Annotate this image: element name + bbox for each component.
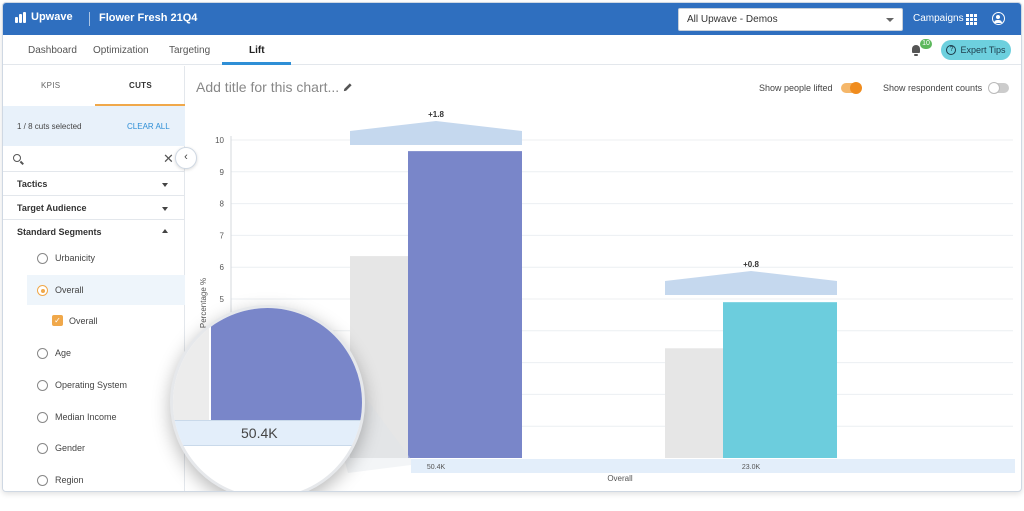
option-label: Urbanicity bbox=[55, 253, 96, 263]
clear-all-button[interactable]: CLEAR ALL bbox=[127, 122, 170, 131]
radio-button[interactable] bbox=[37, 380, 48, 391]
expert-tips-label: Expert Tips bbox=[960, 45, 1006, 55]
x-axis-label: Overall bbox=[607, 474, 633, 483]
y-tick-label: 8 bbox=[220, 200, 225, 209]
y-tick-label: 7 bbox=[220, 231, 225, 240]
respondent-counts-toggle[interactable] bbox=[988, 82, 1009, 94]
segment-option-operating-system[interactable]: Operating System bbox=[27, 370, 185, 400]
collapse-sidebar-button[interactable]: ‹ bbox=[175, 147, 197, 169]
radio-button[interactable] bbox=[37, 475, 48, 486]
top-bar: Upwave Flower Fresh 21Q4 All Upwave - De… bbox=[3, 3, 1021, 35]
y-axis-label: Percentage % bbox=[199, 278, 208, 328]
chart-title-input[interactable]: Add title for this chart... bbox=[196, 79, 340, 95]
tab-lift[interactable]: Lift bbox=[249, 45, 265, 56]
sidebar-tabs: KPIS CUTS bbox=[3, 66, 185, 106]
y-tick-label: 6 bbox=[220, 263, 225, 272]
chevron-down-icon bbox=[162, 207, 168, 211]
brand-name: Upwave bbox=[31, 11, 73, 23]
checkbox-checked[interactable]: ✓ bbox=[52, 315, 63, 326]
option-label: Overall bbox=[55, 285, 84, 295]
exposed-bar bbox=[408, 151, 522, 458]
count-label: 50.4K bbox=[427, 464, 446, 471]
search-icon bbox=[13, 154, 21, 162]
cuts-count: 1 / 8 cuts selected bbox=[17, 122, 82, 131]
segment-option-urbanicity[interactable]: Urbanicity bbox=[27, 243, 185, 273]
exposed-bar bbox=[723, 302, 837, 458]
chevron-down-icon bbox=[162, 183, 168, 187]
lift-bar-chart: 12345678910 +1.850.4K+0.823.0K Percentag… bbox=[199, 110, 1015, 483]
user-icon[interactable] bbox=[992, 12, 1005, 25]
lift-indicator bbox=[665, 271, 837, 295]
cuts-search-input[interactable]: ✕ bbox=[3, 146, 185, 172]
radio-button-selected[interactable] bbox=[37, 285, 48, 296]
people-lifted-label: Show people lifted bbox=[759, 83, 833, 93]
magnified-count-strip bbox=[173, 420, 362, 446]
magnified-count-label: 50.4K bbox=[241, 425, 278, 441]
count-strip bbox=[411, 459, 1015, 473]
segment-option-region[interactable]: Region bbox=[27, 465, 185, 491]
campaign-title: Flower Fresh 21Q4 bbox=[99, 12, 198, 24]
campaigns-link[interactable]: Campaigns bbox=[913, 13, 964, 24]
pencil-icon[interactable] bbox=[342, 82, 353, 93]
section-standard-segments[interactable]: Standard Segments bbox=[3, 220, 185, 244]
control-bar bbox=[665, 348, 723, 458]
radio-button[interactable] bbox=[37, 253, 48, 264]
radio-button[interactable] bbox=[37, 443, 48, 454]
magnifier-callout: 50.4K bbox=[170, 305, 365, 491]
option-label: Median Income bbox=[55, 412, 117, 422]
expert-tips-button[interactable]: ? Expert Tips bbox=[941, 40, 1011, 60]
app-window: Upwave Flower Fresh 21Q4 All Upwave - De… bbox=[2, 2, 1022, 492]
header-divider bbox=[89, 12, 90, 26]
brand-logo[interactable]: Upwave bbox=[15, 11, 73, 23]
people-lifted-toggle[interactable] bbox=[841, 82, 862, 94]
segment-option-gender[interactable]: Gender bbox=[27, 433, 185, 463]
tab-optimization[interactable]: Optimization bbox=[93, 45, 149, 56]
magnified-exposed-bar bbox=[211, 308, 362, 420]
segment-option-median-income[interactable]: Median Income bbox=[27, 402, 185, 432]
radio-button[interactable] bbox=[37, 412, 48, 423]
section-tactics[interactable]: Tactics bbox=[3, 172, 185, 196]
radio-button[interactable] bbox=[37, 348, 48, 359]
tab-cuts[interactable]: CUTS bbox=[129, 81, 152, 90]
grid-icon[interactable] bbox=[966, 14, 977, 25]
segment-option-overall[interactable]: Overall bbox=[27, 275, 185, 305]
lift-indicator bbox=[350, 121, 522, 145]
cuts-summary: 1 / 8 cuts selected CLEAR ALL bbox=[3, 106, 185, 146]
upwave-logo-icon bbox=[15, 11, 26, 23]
tab-dashboard[interactable]: Dashboard bbox=[28, 45, 77, 56]
option-label: Region bbox=[55, 475, 84, 485]
lift-label: +1.8 bbox=[428, 110, 444, 119]
section-label: Tactics bbox=[17, 179, 48, 189]
tab-kpis[interactable]: KPIS bbox=[41, 81, 61, 90]
segment-option-age[interactable]: Age bbox=[27, 338, 185, 368]
account-select[interactable]: All Upwave - Demos bbox=[678, 8, 903, 31]
respondent-counts-label: Show respondent counts bbox=[883, 83, 983, 93]
magnifier-connector bbox=[303, 313, 411, 473]
chevron-down-icon bbox=[886, 18, 894, 22]
question-icon: ? bbox=[946, 45, 957, 55]
count-label: 23.0K bbox=[742, 464, 761, 471]
section-target-audience[interactable]: Target Audience bbox=[3, 196, 185, 220]
tab-targeting[interactable]: Targeting bbox=[169, 45, 211, 56]
lift-label: +0.8 bbox=[743, 260, 759, 269]
notification-badge: 10 bbox=[920, 39, 932, 49]
y-tick-label: 5 bbox=[220, 295, 225, 304]
option-label: Age bbox=[55, 348, 72, 358]
y-tick-label: 10 bbox=[215, 136, 224, 145]
active-tab-indicator bbox=[222, 62, 291, 65]
option-label: Operating System bbox=[55, 380, 128, 390]
section-label: Standard Segments bbox=[17, 227, 102, 237]
cuts-sidebar: KPIS CUTS 1 / 8 cuts selected CLEAR ALL … bbox=[3, 66, 185, 491]
y-tick-label: 9 bbox=[220, 168, 225, 177]
nav-bar: Dashboard Optimization Targeting Lift 10… bbox=[3, 35, 1021, 65]
close-icon[interactable]: ✕ bbox=[163, 151, 174, 166]
checked-item-label: Overall bbox=[69, 316, 98, 326]
section-label: Target Audience bbox=[17, 203, 87, 213]
option-label: Gender bbox=[55, 443, 86, 453]
chevron-up-icon bbox=[162, 229, 168, 233]
active-sidebar-tab-indicator bbox=[95, 104, 185, 106]
magnified-control-bar bbox=[173, 308, 209, 420]
account-select-value: All Upwave - Demos bbox=[687, 14, 778, 25]
bell-icon[interactable] bbox=[911, 45, 921, 56]
